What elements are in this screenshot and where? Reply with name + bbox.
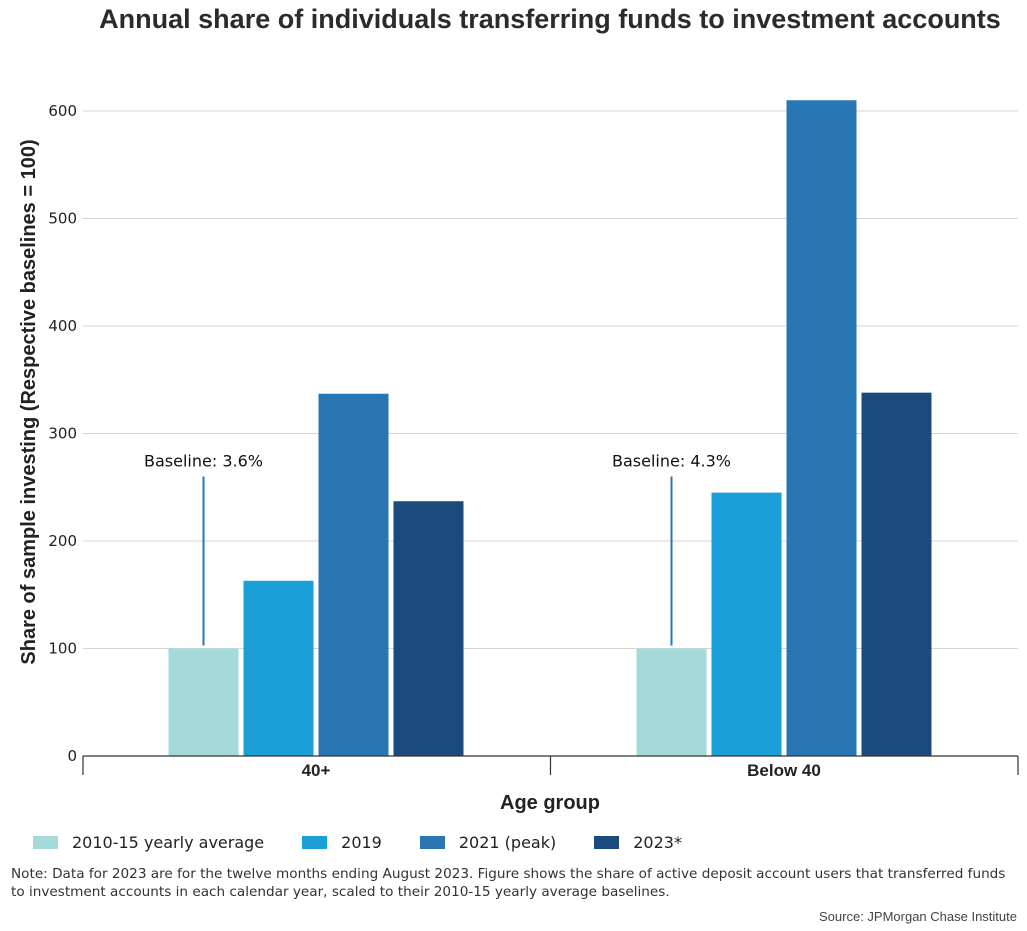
legend-swatch [419, 836, 445, 849]
chart-title: Annual share of individuals transferring… [99, 4, 1001, 34]
y-tick-label: 300 [48, 425, 77, 443]
bar [636, 648, 707, 756]
annotations: Baseline: 3.6% Baseline: 4.3% [144, 452, 731, 646]
legend-label: 2023* [633, 833, 682, 852]
legend-item: 2019 [302, 833, 382, 852]
y-axis-title: Share of sample investing (Respective ba… [18, 139, 40, 664]
bar [393, 501, 464, 756]
y-tick-label: 500 [48, 210, 77, 228]
source-credit: Source: JPMorgan Chase Institute [819, 909, 1017, 924]
x-axis: 40+ Below 40 [82, 755, 1019, 780]
y-tick-label: 100 [48, 640, 77, 658]
legend-swatch [33, 836, 58, 849]
bar [711, 492, 782, 756]
gridlines: 0 100 200 300 400 500 600 [48, 102, 1018, 765]
annotation-label: Baseline: 3.6% [144, 452, 263, 471]
legend-label: 2021 (peak) [458, 833, 557, 852]
x-tick-label: 40+ [302, 761, 331, 780]
legend: 2010-15 yearly average 2019 2021 (peak) 202… [33, 833, 720, 852]
y-tick-label: 0 [67, 747, 77, 765]
legend-label: 2019 [341, 833, 382, 852]
annotation-label: Baseline: 4.3% [612, 452, 731, 471]
x-tick-label: Below 40 [747, 761, 821, 780]
y-tick-label: 200 [48, 532, 77, 550]
bar [861, 392, 932, 756]
y-tick-label: 600 [48, 102, 77, 120]
bar [786, 100, 857, 756]
x-axis-title: Age group [500, 792, 600, 814]
y-tick-label: 400 [48, 317, 77, 335]
legend-item: 2010-15 yearly average [33, 833, 264, 852]
bar [318, 393, 389, 756]
bar [243, 580, 314, 756]
footnote: Note: Data for 2023 are for the twelve m… [11, 866, 1006, 900]
legend-swatch [302, 836, 328, 849]
legend-item: 2021 (peak) [419, 833, 557, 852]
legend-item: 2023* [594, 833, 682, 852]
legend-swatch [594, 836, 620, 849]
bars [168, 100, 932, 756]
bar [168, 648, 239, 756]
legend-label: 2010-15 yearly average [72, 833, 265, 852]
